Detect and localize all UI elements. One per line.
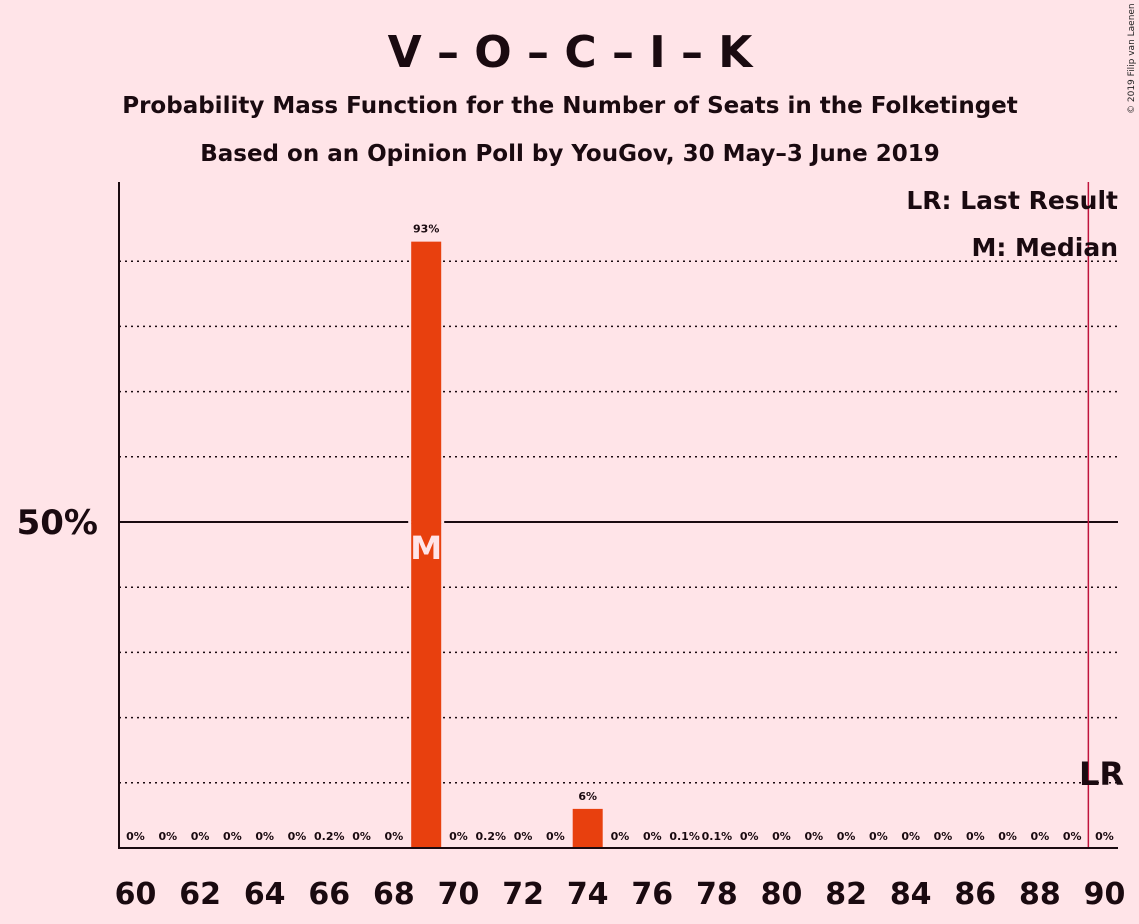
legend-last-result: LR: Last Result: [906, 186, 1118, 215]
data-label-72: 0%: [514, 830, 533, 843]
data-label-75: 0%: [611, 830, 630, 843]
legend-median: M: Median: [971, 233, 1118, 262]
x-tick-80: 80: [761, 877, 803, 912]
x-tick-76: 76: [631, 877, 673, 912]
data-label-79: 0%: [740, 830, 759, 843]
x-tick-74: 74: [567, 877, 609, 912]
x-tick-72: 72: [502, 877, 544, 912]
chart-title: V – O – C – I – K: [388, 27, 755, 78]
x-tick-78: 78: [696, 877, 738, 912]
chart-subtitle-2: Based on an Opinion Poll by YouGov, 30 M…: [200, 141, 940, 167]
chart-subtitle-1: Probability Mass Function for the Number…: [122, 93, 1018, 119]
credit-text: © 2019 Filip van Laenen: [1127, 3, 1137, 114]
x-tick-70: 70: [438, 877, 480, 912]
x-tick-62: 62: [179, 877, 221, 912]
bars: [408, 241, 603, 848]
data-label-71: 0.2%: [476, 830, 507, 843]
annotations: M LR: [410, 182, 1124, 848]
data-label-62: 0%: [191, 830, 210, 843]
x-tick-82: 82: [825, 877, 867, 912]
data-label-77: 0.1%: [669, 830, 700, 843]
median-marker: M: [410, 529, 442, 567]
gridlines: [119, 260, 1118, 784]
data-label-90: 0%: [1095, 830, 1114, 843]
data-label-86: 0%: [966, 830, 985, 843]
data-label-81: 0%: [804, 830, 823, 843]
x-tick-84: 84: [890, 877, 932, 912]
data-labels: 0% 0% 0% 0% 0% 0% 0.2% 0% 0% 93% 0% 0.2% 0% 0% 6% 0% 0% 0…: [126, 223, 1114, 843]
x-tick-64: 64: [244, 877, 286, 912]
y-axis-ticks: 50%: [17, 503, 98, 543]
data-label-87: 0%: [998, 830, 1017, 843]
data-label-70: 0%: [449, 830, 468, 843]
data-label-64: 0%: [255, 830, 274, 843]
data-label-68: 0%: [385, 830, 404, 843]
x-tick-68: 68: [373, 877, 415, 912]
data-label-78: 0.1%: [702, 830, 733, 843]
x-tick-90: 90: [1084, 877, 1126, 912]
data-label-76: 0%: [643, 830, 662, 843]
data-label-84: 0%: [901, 830, 920, 843]
data-label-89: 0%: [1063, 830, 1082, 843]
data-label-66: 0.2%: [314, 830, 345, 843]
x-tick-88: 88: [1019, 877, 1061, 912]
data-label-80: 0%: [772, 830, 791, 843]
data-label-67: 0%: [352, 830, 371, 843]
data-label-69: 93%: [413, 223, 439, 236]
data-label-74: 6%: [578, 790, 597, 803]
last-result-label: LR: [1079, 755, 1124, 793]
data-label-73: 0%: [546, 830, 565, 843]
data-label-60: 0%: [126, 830, 145, 843]
x-axis-ticks: 60 62 64 66 68 70 72 74 76 78 80 82 84 86 88 90: [115, 877, 1126, 912]
bar-69: [411, 241, 442, 848]
bar-overlay-69: [411, 520, 442, 524]
data-label-83: 0%: [869, 830, 888, 843]
data-label-65: 0%: [288, 830, 307, 843]
x-tick-66: 66: [308, 877, 350, 912]
data-label-88: 0%: [1031, 830, 1050, 843]
data-label-82: 0%: [837, 830, 856, 843]
x-tick-60: 60: [115, 877, 157, 912]
y-tick-50: 50%: [17, 503, 98, 543]
data-label-63: 0%: [223, 830, 242, 843]
data-label-61: 0%: [158, 830, 177, 843]
x-tick-86: 86: [954, 877, 996, 912]
bar-74: [572, 808, 603, 848]
data-label-85: 0%: [934, 830, 953, 843]
